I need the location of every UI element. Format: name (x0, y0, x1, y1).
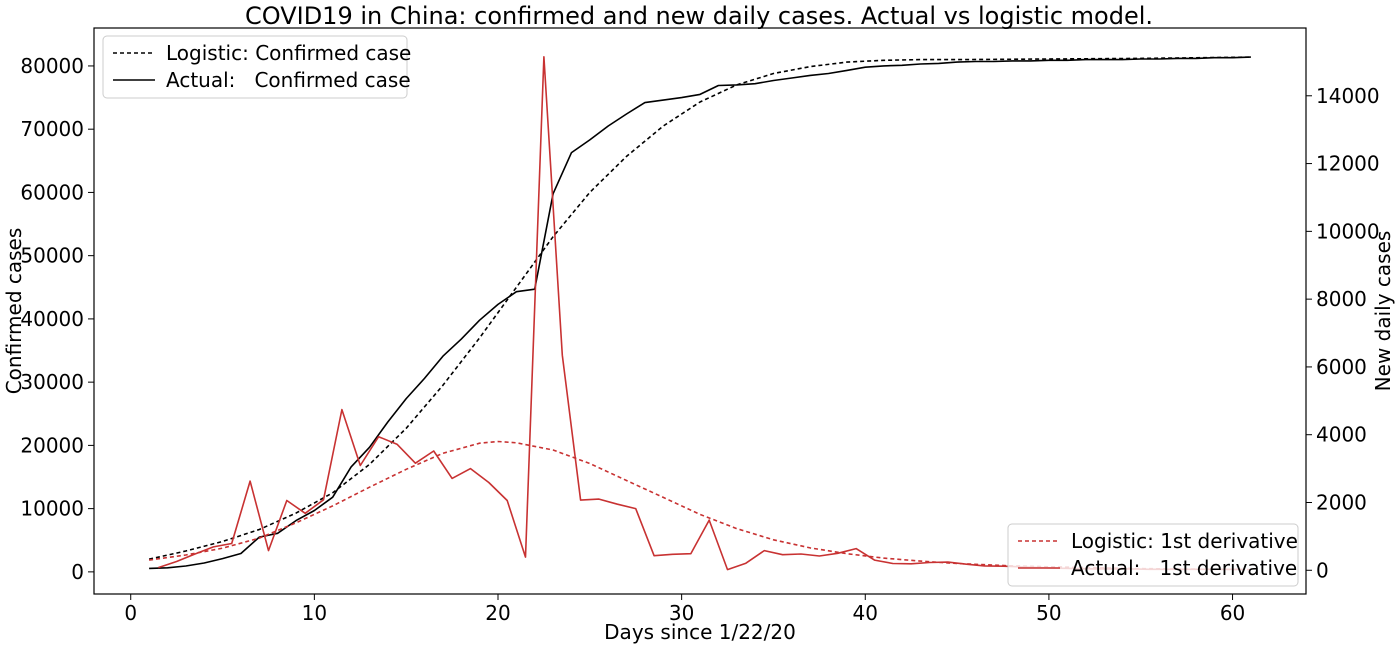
legend-label-logistic-derivative: Logistic: 1st derivative (1071, 529, 1298, 553)
y-right-tick-label: 2000 (1316, 490, 1367, 514)
series-line-1 (149, 56, 1251, 570)
y-axis-right-label: New daily cases (1371, 231, 1395, 392)
y-left-tick-label: 60000 (20, 180, 84, 204)
y-right-tick-label: 12000 (1316, 152, 1380, 176)
legend-top-left: Logistic: Confirmed case Actual: Confirm… (102, 35, 411, 99)
x-tick-label: 30 (669, 601, 694, 625)
plot-area (93, 27, 1307, 595)
y-left-tick-label: 20000 (20, 433, 84, 457)
y-axis-left-label: Confirmed cases (2, 228, 26, 395)
legend-bottom-right-box (1007, 523, 1299, 587)
x-tick-label: 20 (485, 601, 510, 625)
y-left-tick-label: 80000 (20, 54, 84, 78)
x-tick-label: 50 (1036, 601, 1061, 625)
y-left-tick-label: 40000 (20, 307, 84, 331)
y-left-tick-label: 10000 (20, 497, 84, 521)
x-tick-label: 60 (1220, 601, 1245, 625)
y-right-tick-label: 14000 (1316, 84, 1380, 108)
legend-top-left-box (102, 35, 408, 99)
legend-label-actual-confirmed: Actual: Confirmed case (166, 68, 411, 92)
y-left-tick-label: 70000 (20, 117, 84, 141)
y-right-tick-label: 8000 (1316, 287, 1367, 311)
y-right-tick-label: 4000 (1316, 423, 1367, 447)
x-tick-label: 0 (124, 601, 137, 625)
chart-title: COVID19 in China: confirmed and new dail… (245, 2, 1153, 30)
x-axis: 0 10 20 30 40 50 60 (124, 594, 1245, 625)
x-axis-label: Days since 1/22/20 (604, 620, 796, 644)
y-right-tick-label: 0 (1316, 558, 1329, 582)
plot-border (93, 27, 1307, 595)
y-left-tick-label: 30000 (20, 370, 84, 394)
legend-label-actual-derivative: Actual: 1st derivative (1071, 556, 1297, 580)
y-left-tick-label: 0 (71, 560, 84, 584)
x-tick-label: 10 (302, 601, 327, 625)
legend-label-logistic-confirmed: Logistic: Confirmed case (166, 41, 411, 65)
x-tick-label: 40 (853, 601, 878, 625)
y-right-tick-label: 6000 (1316, 355, 1367, 379)
series-line-3 (158, 55, 1242, 571)
y-axis-right: 0 2000 4000 6000 8000 10000 12000 14000 (1306, 84, 1380, 582)
legend-bottom-right: Logistic: 1st derivative Actual: 1st der… (1007, 523, 1299, 587)
series-line-2 (148, 440, 1251, 571)
y-right-tick-label: 10000 (1316, 219, 1380, 243)
y-axis-left: 0 10000 20000 30000 40000 50000 60000 70000 8000… (20, 54, 94, 584)
y-left-tick-label: 50000 (20, 244, 84, 268)
series-line-0 (148, 56, 1251, 560)
series-layer (148, 55, 1251, 571)
